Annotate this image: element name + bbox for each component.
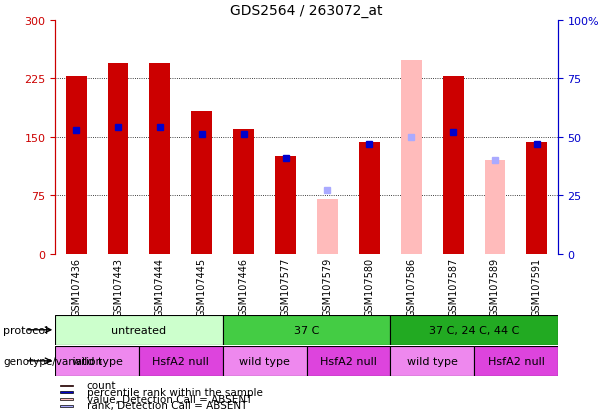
- Bar: [223, 346, 306, 376]
- Text: HsfA2 null: HsfA2 null: [320, 356, 377, 366]
- Text: GSM107446: GSM107446: [238, 257, 249, 316]
- Text: GSM107577: GSM107577: [281, 257, 291, 316]
- Text: rank, Detection Call = ABSENT: rank, Detection Call = ABSENT: [87, 401, 247, 411]
- Title: GDS2564 / 263072_at: GDS2564 / 263072_at: [230, 4, 383, 18]
- Text: protocol: protocol: [3, 325, 48, 335]
- Bar: [107, 64, 129, 254]
- Bar: [275, 157, 296, 254]
- Bar: [139, 346, 223, 376]
- Text: GSM107579: GSM107579: [322, 257, 332, 316]
- Text: HsfA2 null: HsfA2 null: [487, 356, 544, 366]
- Text: GSM107444: GSM107444: [155, 257, 165, 316]
- Text: 37 C, 24 C, 44 C: 37 C, 24 C, 44 C: [429, 325, 519, 335]
- Bar: [60, 405, 74, 406]
- Bar: [474, 346, 558, 376]
- Bar: [233, 130, 254, 254]
- Text: count: count: [87, 380, 116, 390]
- Bar: [55, 315, 223, 345]
- Text: wild type: wild type: [72, 356, 123, 366]
- Text: GSM107445: GSM107445: [197, 257, 207, 316]
- Text: untreated: untreated: [112, 325, 167, 335]
- Bar: [359, 143, 380, 254]
- Bar: [191, 112, 212, 254]
- Bar: [223, 315, 390, 345]
- Bar: [527, 143, 547, 254]
- Bar: [443, 77, 463, 254]
- Bar: [60, 392, 74, 393]
- Bar: [66, 77, 86, 254]
- Bar: [317, 199, 338, 254]
- Bar: [306, 346, 390, 376]
- Text: GSM107586: GSM107586: [406, 257, 416, 316]
- Text: percentile rank within the sample: percentile rank within the sample: [87, 387, 263, 397]
- Text: 37 C: 37 C: [294, 325, 319, 335]
- Bar: [55, 346, 139, 376]
- Text: wild type: wild type: [239, 356, 290, 366]
- Bar: [390, 346, 474, 376]
- Text: wild type: wild type: [407, 356, 457, 366]
- Bar: [401, 61, 422, 254]
- Bar: [60, 398, 74, 400]
- Text: GSM107591: GSM107591: [532, 257, 542, 316]
- Text: GSM107580: GSM107580: [364, 257, 375, 316]
- Text: value, Detection Call = ABSENT: value, Detection Call = ABSENT: [87, 394, 252, 404]
- Text: genotype/variation: genotype/variation: [3, 356, 102, 366]
- Bar: [484, 161, 506, 254]
- Bar: [390, 315, 558, 345]
- Text: GSM107589: GSM107589: [490, 257, 500, 316]
- Text: HsfA2 null: HsfA2 null: [153, 356, 209, 366]
- Text: GSM107436: GSM107436: [71, 257, 81, 316]
- Text: GSM107587: GSM107587: [448, 257, 458, 316]
- Bar: [60, 385, 74, 387]
- Bar: [150, 64, 170, 254]
- Text: GSM107443: GSM107443: [113, 257, 123, 316]
